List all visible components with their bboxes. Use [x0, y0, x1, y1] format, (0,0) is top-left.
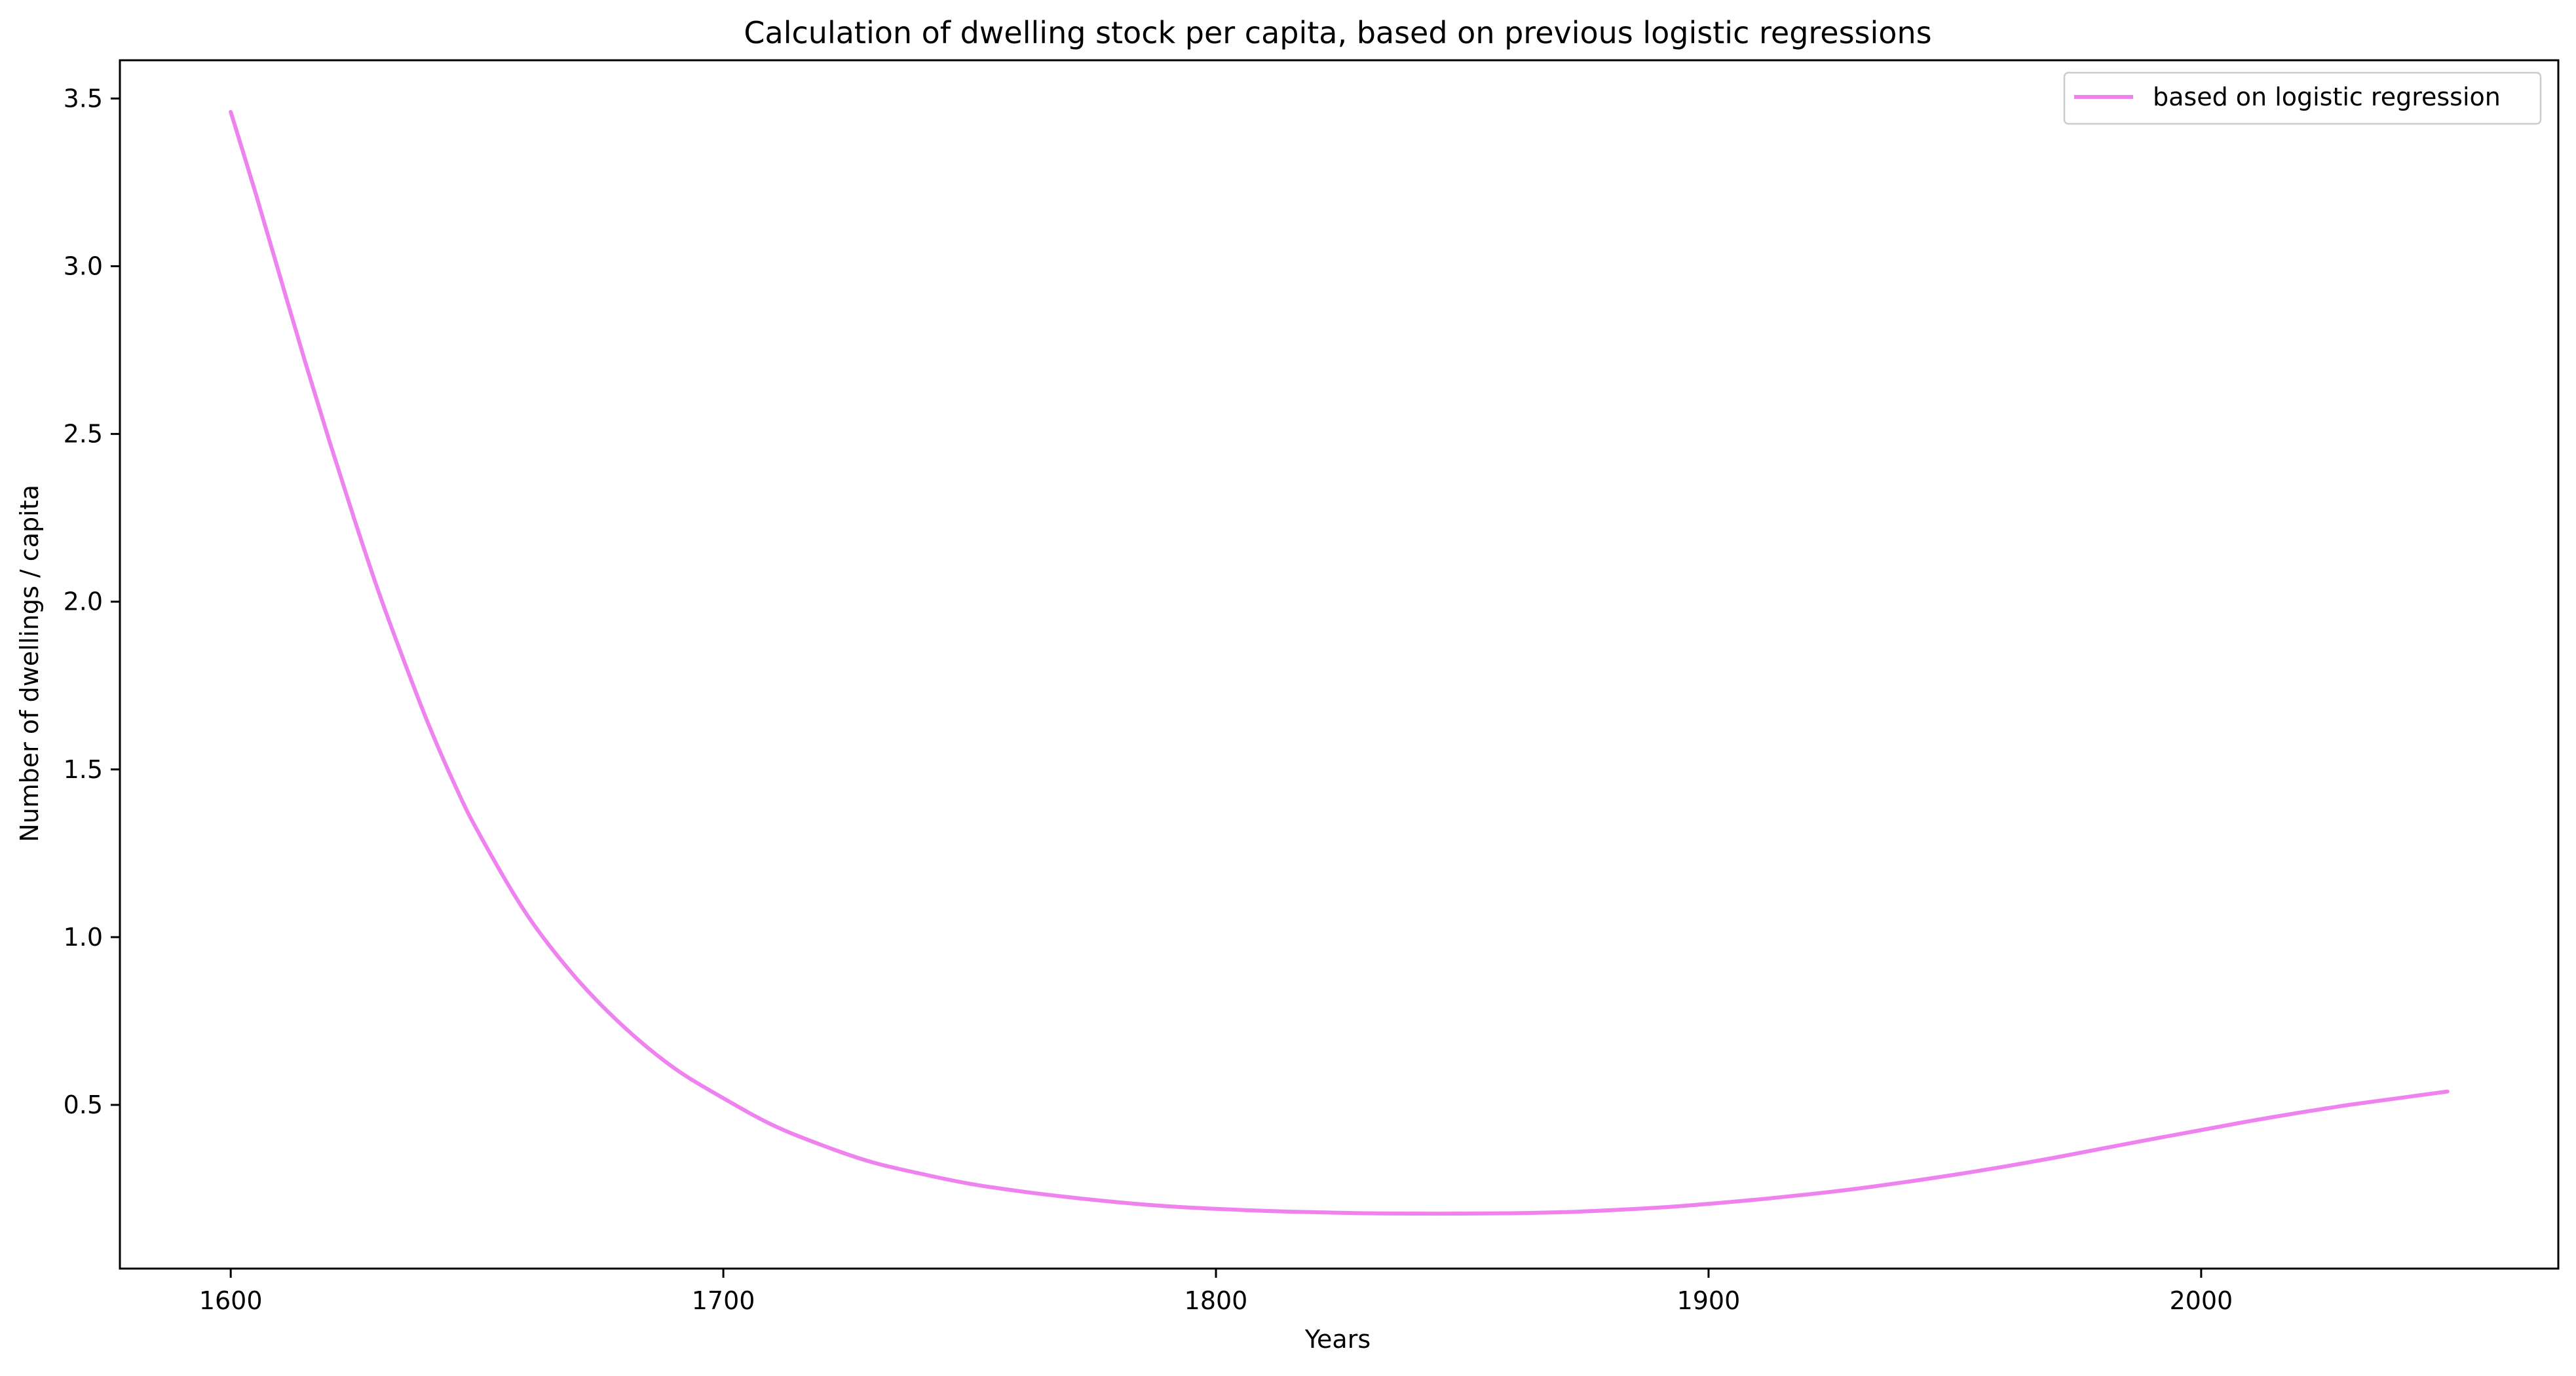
legend-box: [2063, 71, 2542, 125]
x-axis-label: Years: [1304, 1325, 1371, 1354]
y-tick-label: 3.0: [64, 252, 103, 281]
series-line: [229, 109, 2450, 1216]
y-tick-label: 3.5: [64, 84, 103, 113]
series-layer: [229, 109, 2450, 1216]
y-axis: 0.5 1.0 1.5 2.0 2.5 3.0 3.5: [64, 84, 120, 1119]
y-axis-label: Number of dwellings / capita: [15, 485, 44, 842]
x-tick-label: 1600: [199, 1286, 263, 1315]
x-tick-label: 1800: [1184, 1286, 1248, 1315]
y-tick-label: 1.0: [64, 923, 103, 952]
x-tick-label: 1700: [692, 1286, 755, 1315]
chart-title: Calculation of dwelling stock per capita…: [744, 15, 1931, 50]
legend-label: based on logistic regression: [2153, 83, 2501, 111]
y-tick-label: 0.5: [64, 1090, 103, 1119]
y-tick-label: 1.5: [64, 755, 103, 784]
y-tick-label: 2.5: [64, 420, 103, 449]
plot-area-frame: [119, 59, 2560, 1270]
x-tick-label: 2000: [2169, 1286, 2233, 1315]
x-axis: 1600 1700 1800 1900 2000: [199, 1269, 2233, 1315]
y-tick-label: 2.0: [64, 587, 103, 616]
x-tick-label: 1900: [1677, 1286, 1741, 1315]
legend: based on logistic regression: [2063, 71, 2542, 125]
